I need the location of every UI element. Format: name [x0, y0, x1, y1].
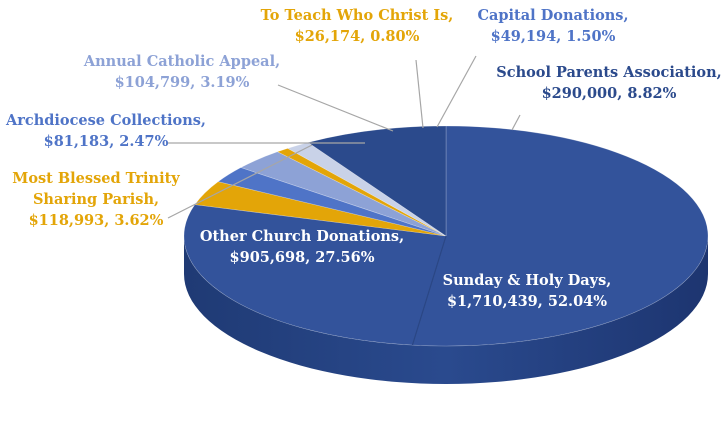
data-label: Capital Donations, $49,194, 1.50% — [477, 7, 628, 45]
leader-line — [511, 114, 521, 131]
pie-slice — [217, 167, 447, 237]
pie-slice — [307, 125, 447, 237]
leader-line — [167, 144, 313, 219]
data-label: Archdiocese Collections, $81,183, 2.47% — [5, 112, 206, 150]
pie-slice — [412, 125, 709, 347]
data-label: Most Blessed Trinity Sharing Parish, $118,… — [12, 170, 180, 229]
leader-line — [277, 84, 394, 132]
data-label: School Parents Association, $290,000, 8.8… — [496, 64, 721, 102]
pie-slice-separator — [411, 235, 447, 346]
leader-line — [415, 59, 424, 129]
leader-line — [436, 55, 477, 128]
pie-slice — [183, 204, 447, 346]
pie-slice — [276, 148, 447, 237]
data-label: Annual Catholic Appeal, $104,799, 3.19% — [83, 53, 280, 91]
data-label: To Teach Who Christ Is, $26,174, 0.80% — [261, 7, 454, 45]
data-label: Sunday & Holy Days, $1,710,439, 52.04% — [443, 272, 612, 310]
pie-slice — [240, 151, 447, 237]
data-label: Other Church Donations, $905,698, 27.56% — [200, 228, 404, 266]
pie-side-wall — [184, 236, 708, 384]
